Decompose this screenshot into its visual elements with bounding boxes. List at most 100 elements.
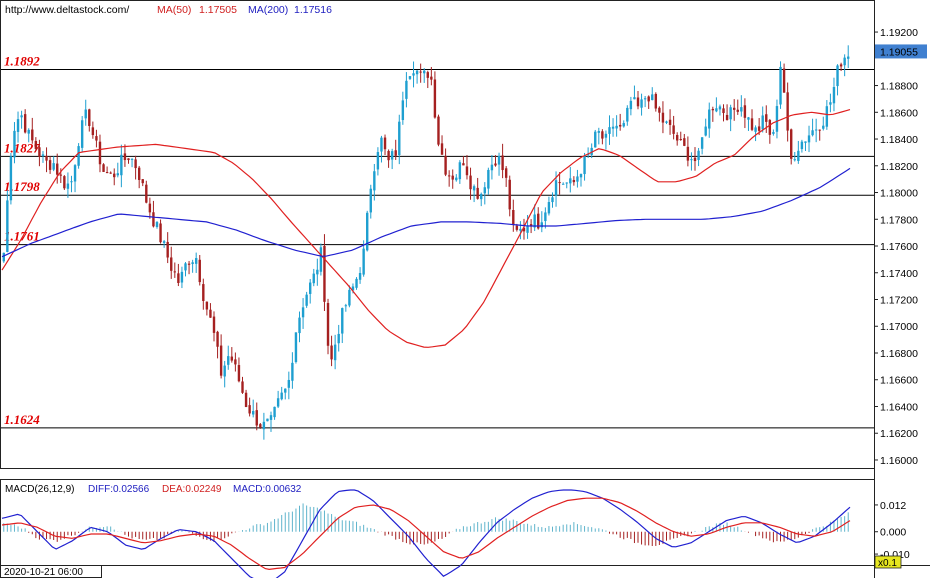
candle-body <box>383 137 387 150</box>
ma50-label: MA(50) <box>157 4 191 16</box>
candle-body <box>554 180 558 196</box>
candle-body <box>244 392 248 408</box>
candle-body <box>80 120 84 148</box>
candle-body <box>198 259 201 283</box>
candle-body <box>472 186 476 191</box>
candle-body <box>348 289 351 306</box>
candle-body <box>341 308 344 334</box>
candle-body <box>105 172 109 174</box>
candle-body <box>786 92 789 131</box>
zoom-label[interactable]: x0.1 <box>878 558 897 569</box>
candle-body <box>13 130 16 158</box>
candlestick-series <box>2 45 850 440</box>
candle-body <box>70 181 73 183</box>
candle-body <box>123 153 127 161</box>
candle-body <box>740 107 743 112</box>
candle-body <box>405 80 408 99</box>
candle-body <box>451 175 454 180</box>
candle-body <box>690 159 693 161</box>
macd-diff: DIFF:0.02566 <box>88 484 150 495</box>
candle-body <box>380 137 383 152</box>
candle-body <box>216 331 219 347</box>
candle-body <box>205 301 209 310</box>
macd-y-tick-label: 0.000 <box>880 527 906 539</box>
candle-body <box>305 294 308 306</box>
y-tick-label: 1.18200 <box>880 161 918 173</box>
candle-body <box>301 307 305 318</box>
candle-body <box>113 173 116 178</box>
candle-body <box>287 379 291 388</box>
candle-body <box>387 150 390 161</box>
candle-body <box>319 247 323 272</box>
candle-body <box>572 179 576 183</box>
candle-body <box>804 141 807 143</box>
candle-body <box>294 332 298 363</box>
candle-body <box>45 155 48 161</box>
candle-body <box>839 64 843 67</box>
candle-body <box>390 151 394 160</box>
candle-body <box>750 118 754 130</box>
candle-body <box>426 72 429 78</box>
candle-body <box>241 381 244 393</box>
candle-body <box>2 252 5 262</box>
y-tick-label: 1.18600 <box>880 107 918 119</box>
candle-body <box>547 202 551 214</box>
candle-body <box>355 278 358 288</box>
candle-body <box>711 108 715 111</box>
candle-body <box>23 114 27 133</box>
candle-body <box>611 126 615 129</box>
level-label: 1.1827 <box>4 140 40 155</box>
candle-body <box>419 71 422 73</box>
candle-body <box>608 127 611 134</box>
candle-body <box>782 68 786 93</box>
candle-body <box>515 225 519 230</box>
candle-body <box>280 392 283 400</box>
candle-body <box>398 121 401 156</box>
candle-body <box>95 136 98 141</box>
candle-body <box>565 182 568 184</box>
candle-body <box>519 228 522 231</box>
candle-body <box>145 184 148 203</box>
ma200-line <box>1 167 851 258</box>
candle-body <box>177 273 180 283</box>
candle-body <box>362 248 365 275</box>
candle-body <box>20 115 23 118</box>
candle-body <box>576 176 579 182</box>
candle-body <box>127 158 130 161</box>
candle-body <box>483 187 486 194</box>
candle-body <box>358 272 362 280</box>
candle-body <box>490 164 494 171</box>
candle-body <box>134 159 137 169</box>
macd-y-tick-label: 0.012 <box>880 500 906 512</box>
candle-body <box>162 241 166 243</box>
macd-value: MACD:0.00632 <box>233 484 302 495</box>
candle-body <box>700 137 704 149</box>
candle-body <box>622 123 625 127</box>
candle-body <box>633 97 636 100</box>
y-tick-label: 1.18000 <box>880 188 918 200</box>
candle-body <box>312 273 315 284</box>
candle-body <box>537 213 540 229</box>
candle-body <box>73 165 77 182</box>
macd-dea-line <box>1 497 851 571</box>
y-tick-label: 1.17200 <box>880 295 918 307</box>
zoom-box[interactable] <box>874 555 902 569</box>
candle-body <box>790 129 793 159</box>
level-label: 1.1761 <box>4 229 40 244</box>
candle-body <box>344 305 348 307</box>
candle-body <box>512 210 515 225</box>
macd-dea: DEA:0.02249 <box>162 484 222 495</box>
candle-body <box>31 129 34 141</box>
candle-body <box>433 79 437 118</box>
candle-body <box>469 175 472 190</box>
macd-diff-line <box>1 489 851 578</box>
level-label: 1.1892 <box>4 53 40 68</box>
bottom-timestamp: 2020-10-21 06:00 <box>4 567 83 578</box>
macd-series <box>1 489 851 578</box>
candle-body <box>718 106 722 110</box>
candle-body <box>34 140 38 149</box>
candle-body <box>455 177 458 181</box>
candle-body <box>309 282 312 294</box>
source-url: http://www.deltastock.com/ <box>5 4 129 16</box>
candle-body <box>56 163 59 175</box>
